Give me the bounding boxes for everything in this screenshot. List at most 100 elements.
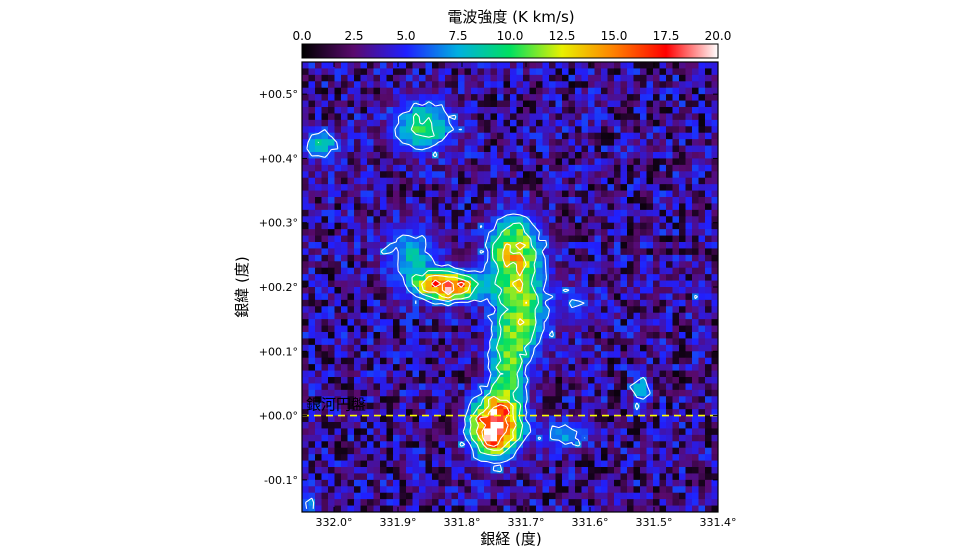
- heatmap-cell: [575, 68, 582, 76]
- heatmap-cell: [529, 267, 537, 275]
- heatmap-cell: [438, 454, 446, 461]
- heatmap-cell: [367, 364, 374, 371]
- heatmap-cell: [354, 479, 361, 487]
- heatmap-cell: [328, 274, 335, 281]
- heatmap-cell: [458, 312, 465, 320]
- heatmap-cell: [412, 74, 420, 82]
- heatmap-cell: [406, 184, 413, 191]
- heatmap-cell: [503, 119, 511, 127]
- heatmap-cell: [328, 94, 335, 101]
- heatmap-cell: [562, 344, 569, 352]
- heatmap-cell: [354, 415, 361, 423]
- heatmap-cell: [581, 332, 589, 339]
- heatmap-cell: [562, 383, 569, 391]
- heatmap-cell: [705, 396, 712, 404]
- heatmap-cell: [601, 261, 608, 269]
- heatmap-cell: [386, 492, 394, 500]
- heatmap-cell: [484, 209, 491, 217]
- heatmap-cell: [679, 409, 686, 416]
- heatmap-cell: [490, 280, 498, 288]
- heatmap-cell: [588, 190, 595, 198]
- heatmap-cell: [386, 377, 394, 384]
- heatmap-cell: [458, 447, 465, 455]
- heatmap-cell: [581, 107, 589, 114]
- heatmap-cell: [386, 81, 394, 89]
- heatmap-cell: [464, 325, 472, 333]
- heatmap-cell: [666, 184, 673, 191]
- heatmap-cell: [562, 479, 569, 487]
- heatmap-cell: [685, 370, 693, 378]
- heatmap-cell: [510, 287, 517, 294]
- heatmap-cell: [607, 377, 615, 384]
- heatmap-cell: [412, 415, 420, 423]
- heatmap-cell: [581, 287, 589, 294]
- heatmap-cell: [529, 209, 537, 217]
- heatmap-cell: [575, 132, 582, 140]
- heatmap-cell: [510, 267, 517, 275]
- heatmap-cell: [315, 248, 322, 256]
- heatmap-cell: [659, 357, 667, 365]
- heatmap-cell: [451, 280, 459, 288]
- heatmap-cell: [425, 486, 433, 494]
- heatmap-cell: [653, 332, 660, 339]
- heatmap-cell: [640, 473, 647, 481]
- heatmap-cell: [477, 171, 485, 179]
- heatmap-cell: [698, 428, 706, 436]
- heatmap-cell: [341, 132, 348, 140]
- heatmap-cell: [614, 68, 621, 76]
- heatmap-cell: [419, 486, 426, 494]
- heatmap-cell: [315, 434, 322, 442]
- heatmap-cell: [393, 344, 400, 352]
- heatmap-cell: [672, 312, 680, 320]
- heatmap-cell: [633, 119, 641, 127]
- heatmap-cell: [380, 370, 387, 378]
- heatmap-cell: [705, 312, 712, 320]
- heatmap-cell: [633, 177, 641, 185]
- heatmap-cell: [477, 164, 485, 172]
- heatmap-cell: [510, 422, 517, 429]
- heatmap-cell: [659, 422, 667, 429]
- heatmap-cell: [542, 94, 550, 101]
- heatmap-cell: [419, 441, 426, 449]
- heatmap-cell: [614, 402, 621, 410]
- heatmap-cell: [666, 235, 673, 243]
- heatmap-cell: [477, 274, 485, 281]
- heatmap-cell: [484, 158, 491, 166]
- heatmap-cell: [386, 402, 394, 410]
- heatmap-cell: [360, 319, 368, 326]
- heatmap-cell: [367, 152, 374, 159]
- heatmap-cell: [412, 81, 420, 89]
- heatmap-cell: [640, 325, 647, 333]
- heatmap-cell: [627, 222, 634, 230]
- heatmap-cell: [302, 383, 309, 391]
- heatmap-cell: [640, 422, 647, 429]
- heatmap-cell: [393, 139, 400, 146]
- heatmap-cell: [373, 81, 381, 89]
- heatmap-cell: [529, 422, 537, 429]
- heatmap-cell: [347, 344, 355, 352]
- heatmap-cell: [614, 415, 621, 423]
- heatmap-cell: [354, 235, 361, 243]
- heatmap-cell: [438, 209, 446, 217]
- heatmap-cell: [653, 409, 660, 416]
- heatmap-cell: [360, 396, 368, 404]
- heatmap-cell: [685, 113, 693, 121]
- heatmap-cell: [497, 344, 504, 352]
- heatmap-cell: [302, 197, 309, 204]
- heatmap-cell: [503, 113, 511, 121]
- heatmap-cell: [594, 422, 602, 429]
- heatmap-cell: [354, 473, 361, 481]
- heatmap-cell: [575, 274, 582, 281]
- heatmap-cell: [497, 422, 504, 429]
- heatmap-cell: [510, 377, 517, 384]
- heatmap-cell: [308, 235, 316, 243]
- heatmap-cell: [432, 492, 439, 500]
- heatmap-cell: [458, 184, 465, 191]
- heatmap-cell: [490, 479, 498, 487]
- heatmap-cell: [490, 267, 498, 275]
- heatmap-cell: [432, 190, 439, 198]
- heatmap-cell: [425, 261, 433, 269]
- heatmap-cell: [386, 113, 394, 121]
- heatmap-cell: [529, 396, 537, 404]
- heatmap-cell: [549, 81, 556, 89]
